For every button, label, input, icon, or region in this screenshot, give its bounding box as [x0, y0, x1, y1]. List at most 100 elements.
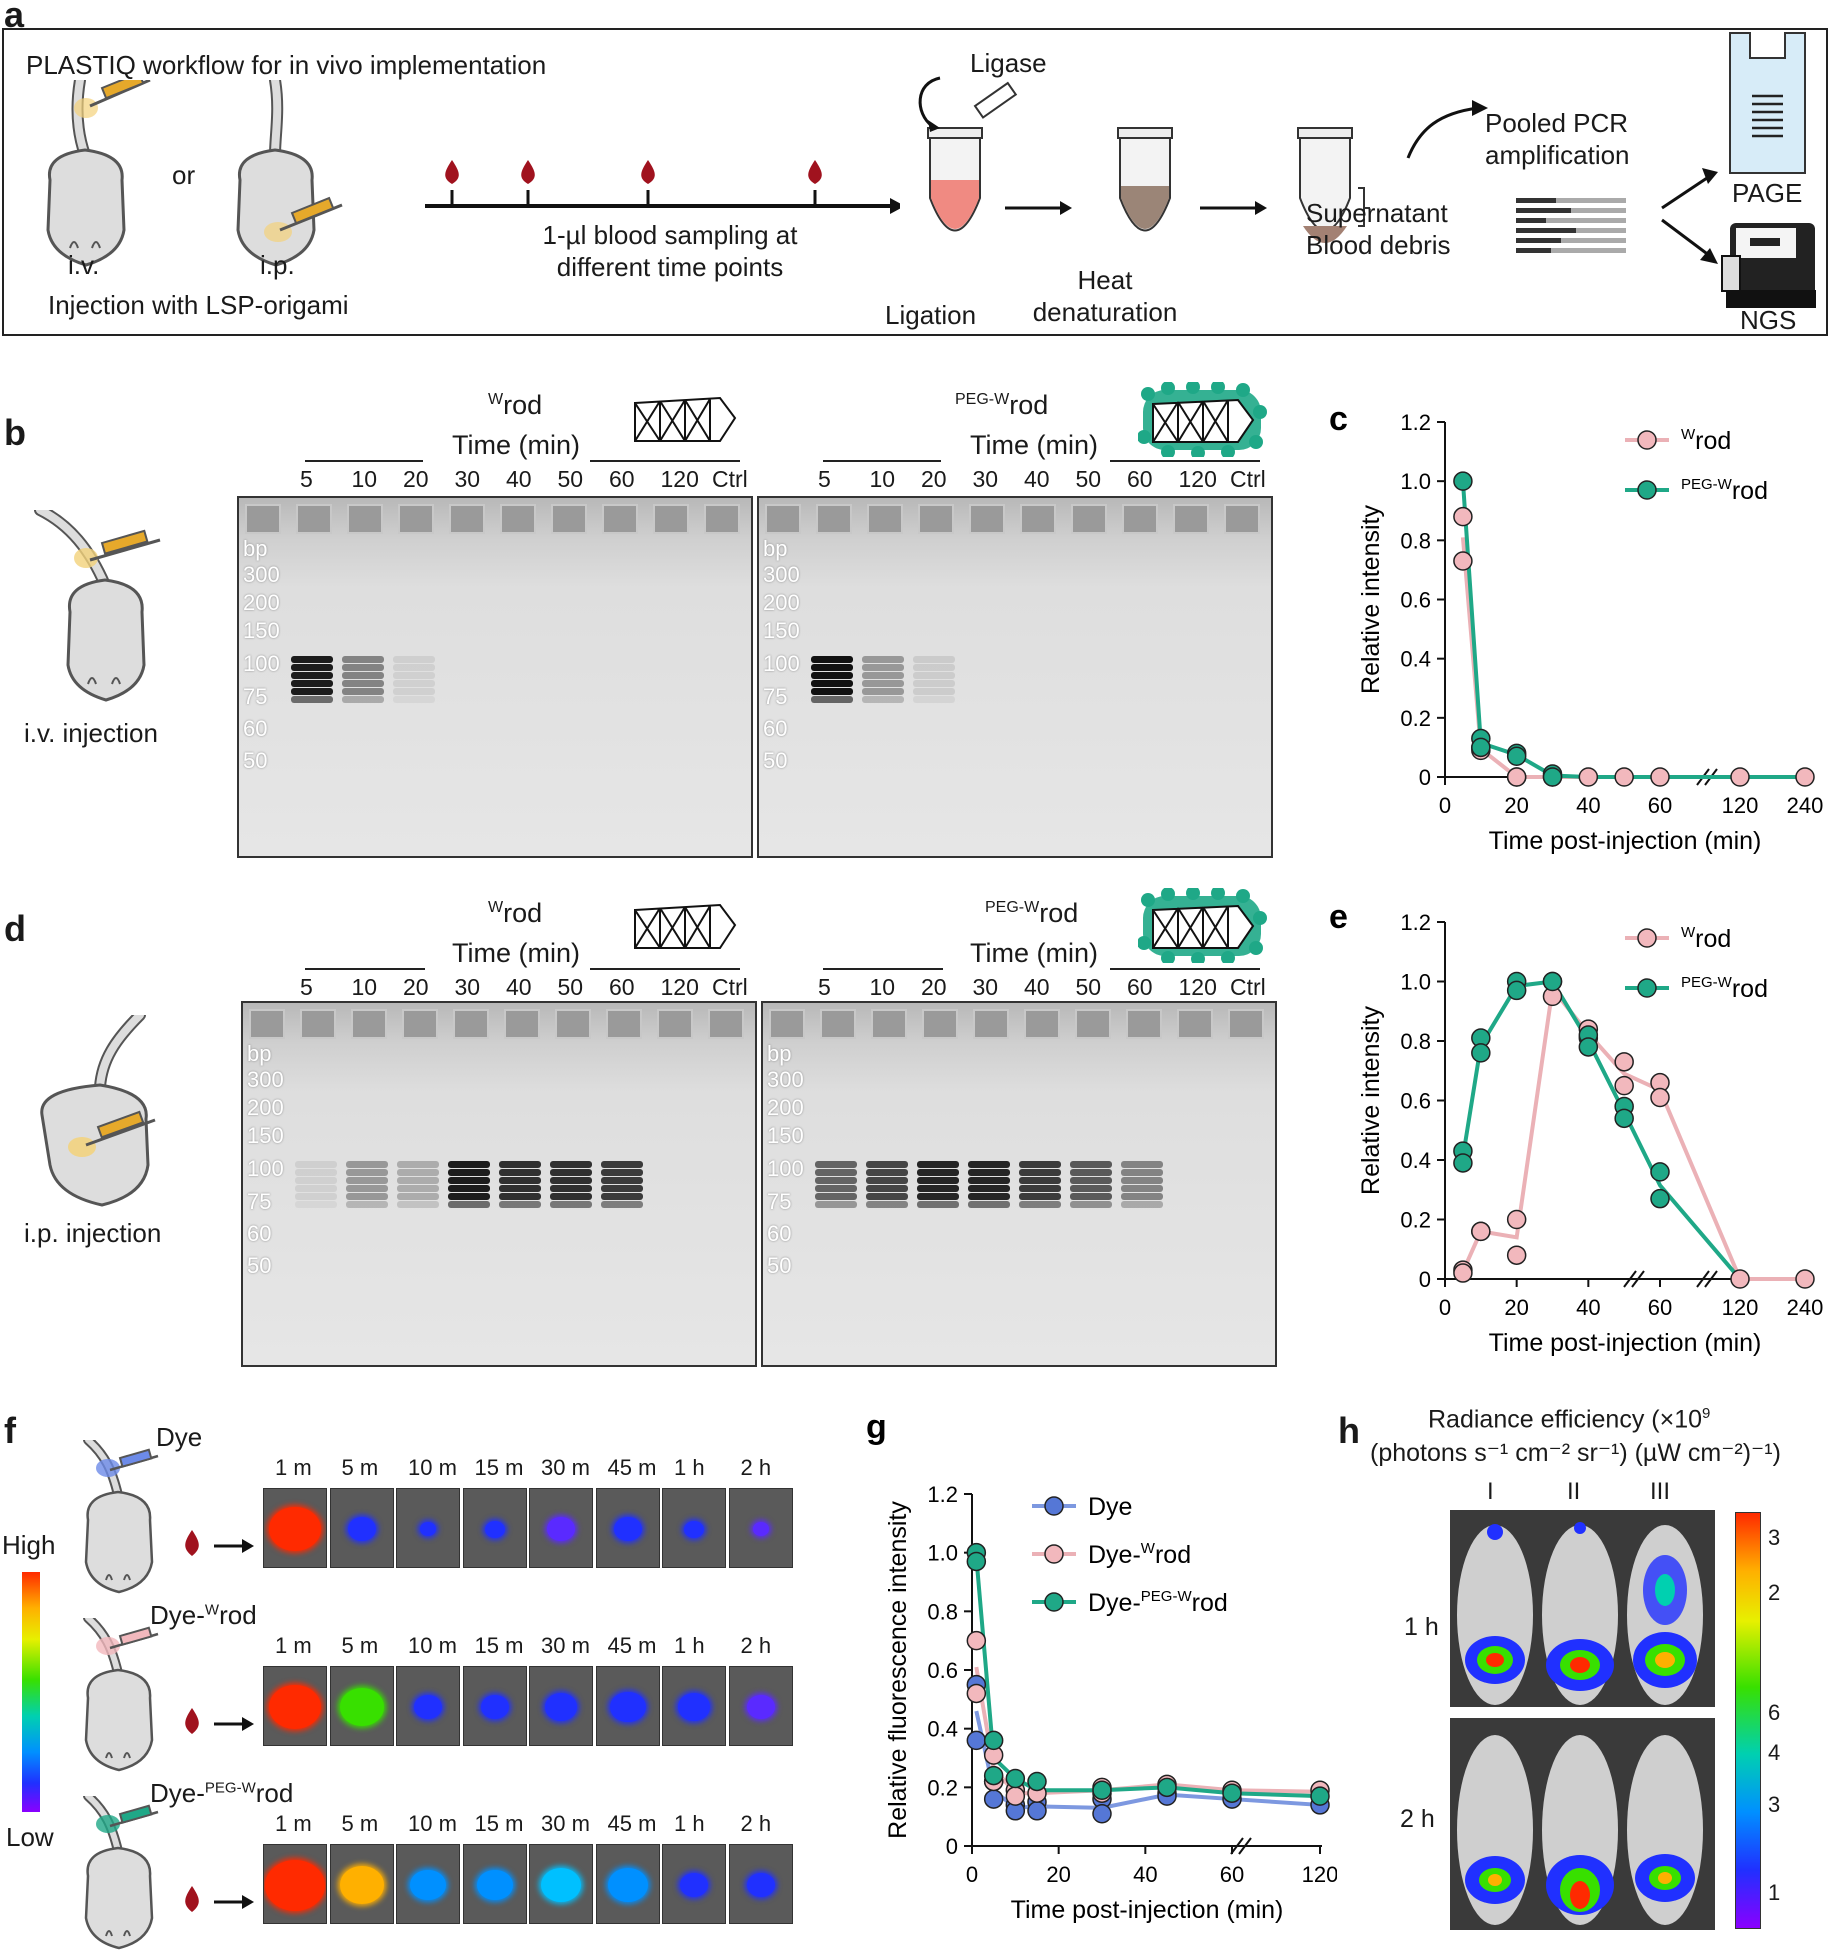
pcr-outputs — [1406, 32, 1816, 308]
axis-break — [1631, 1270, 1645, 1288]
y-tick-label: 0.4 — [927, 1717, 958, 1742]
lane-label: Ctrl — [712, 974, 748, 1000]
mouse-iv-icon — [46, 80, 151, 267]
fluor-row-label: Dye-Wrod — [150, 1600, 257, 1630]
lane-label: Ctrl — [1230, 974, 1266, 1000]
gel-well — [402, 1009, 438, 1039]
y-tick-label: 1.2 — [1400, 910, 1431, 935]
legend-marker — [1637, 928, 1657, 948]
ladder-label: 200 — [243, 590, 280, 615]
gel-band — [917, 1193, 959, 1200]
fluor-tube-thumb — [462, 1666, 527, 1746]
sampling-line1: 1-µl blood sampling at — [542, 220, 798, 250]
fluor-time-label: 15 m — [474, 1633, 524, 1658]
gel-band — [499, 1201, 541, 1208]
radiance-tick-6: 1 — [1768, 1880, 1781, 1905]
fluor-time-label: 1 h — [674, 1455, 705, 1480]
fluor-signal — [684, 1520, 704, 1538]
lane-label: Ctrl — [712, 466, 748, 492]
lane-label: 50 — [1075, 974, 1102, 1000]
x-tick-label: 240 — [1787, 1295, 1824, 1320]
ladder-label: 150 — [763, 618, 800, 643]
panel-letter: e — [1329, 898, 1348, 936]
fluor-signal — [746, 1695, 775, 1719]
ladder-label: 300 — [243, 562, 280, 587]
gel-band — [862, 696, 904, 703]
ip-mouse-icon — [40, 1015, 156, 1207]
y-tick-label: 0 — [1419, 1267, 1431, 1292]
fluorescence-tube-rows: Dye 1 m 5 m 10 m 15 m 30 m 45 m 1 h 2 h Dye-Wrod 1… — [80, 1420, 800, 1950]
gel-band — [917, 1177, 959, 1184]
fluor-signal — [746, 1873, 775, 1897]
fluor-signal — [414, 1695, 442, 1719]
fluor-tube-thumb — [263, 1844, 327, 1924]
gel-b2-underline-2 — [1110, 460, 1260, 462]
gel-band — [1019, 1193, 1061, 1200]
lane-label: 10 — [351, 974, 378, 1000]
lane-label: 5 — [300, 974, 313, 1000]
y-tick-label: 0 — [946, 1834, 958, 1859]
panel-a-frame — [2, 28, 1828, 336]
fluor-tube-thumb — [396, 1844, 460, 1924]
lane-label: 10 — [351, 466, 378, 492]
data-point — [1471, 1043, 1491, 1063]
fluor-signal — [678, 1693, 710, 1721]
gel-b2-time-label: Time (min) — [970, 430, 1098, 460]
gel-band — [1121, 1177, 1163, 1184]
panel-letter-h: h — [1338, 1410, 1360, 1451]
blood-drop-arrow-icon — [185, 1708, 254, 1734]
data-point — [1614, 1052, 1634, 1072]
gel-band — [393, 696, 435, 703]
gel-well — [555, 1009, 591, 1039]
gel-band — [346, 1161, 388, 1168]
fluor-signal — [269, 1506, 321, 1552]
fluor-time-label: 2 h — [740, 1811, 772, 1836]
gel-band — [342, 672, 384, 679]
gel-well — [708, 1009, 744, 1039]
fluor-tube-thumb — [529, 1666, 593, 1746]
gel-well — [1071, 504, 1107, 534]
gel-band — [550, 1185, 592, 1192]
gel-band — [917, 1201, 959, 1208]
y-tick-label: 0.2 — [927, 1775, 958, 1800]
gel-well — [296, 504, 332, 534]
gel-band — [815, 1201, 857, 1208]
data-point — [1614, 767, 1634, 787]
x-axis-label: Time post-injection (min) — [1489, 827, 1762, 855]
gel-band — [862, 656, 904, 663]
fluor-signal — [484, 1520, 505, 1538]
fluor-tube-thumb — [728, 1488, 793, 1568]
gel-band — [815, 1169, 857, 1176]
lane-label: 5 — [300, 466, 313, 492]
gel-band — [1070, 1193, 1112, 1200]
legend-entry: Wrod — [1681, 426, 1731, 455]
gel-band — [913, 688, 955, 695]
fluor-tube-thumb — [263, 1666, 327, 1746]
mouse-ip-icon — [236, 80, 343, 267]
or-label: or — [172, 160, 196, 190]
gel-band — [815, 1185, 857, 1192]
data-point — [1222, 1783, 1242, 1803]
iv-injection-label: i.v. injection — [24, 718, 158, 748]
gel-well — [453, 1009, 489, 1039]
radiance-tick-4: 4 — [1768, 1740, 1781, 1765]
y-tick-label: 1.2 — [1400, 410, 1431, 435]
timeline-arrow-icon — [890, 198, 900, 214]
fluor-signal — [613, 1517, 642, 1541]
fluor-signal — [547, 1517, 575, 1541]
gel-b2-underline — [823, 460, 941, 462]
gel-b1-time-label: Time (min) — [452, 430, 580, 460]
gel-band — [601, 1169, 643, 1176]
fluor-signal — [541, 1868, 581, 1902]
data-point — [1614, 1075, 1634, 1096]
fluor-tube-thumb — [595, 1844, 660, 1924]
fluor-signal — [545, 1693, 577, 1721]
radiance-title-1: Radiance efficiency (×109 — [1428, 1405, 1711, 1434]
panel-letter-f: f — [4, 1410, 16, 1451]
col-label-2: II — [1567, 1478, 1581, 1505]
ladder-label: 300 — [767, 1067, 804, 1092]
data-point — [1542, 767, 1563, 787]
data-point — [966, 1683, 987, 1704]
fluor-tube-thumb — [728, 1844, 793, 1924]
gel-band — [448, 1169, 490, 1176]
